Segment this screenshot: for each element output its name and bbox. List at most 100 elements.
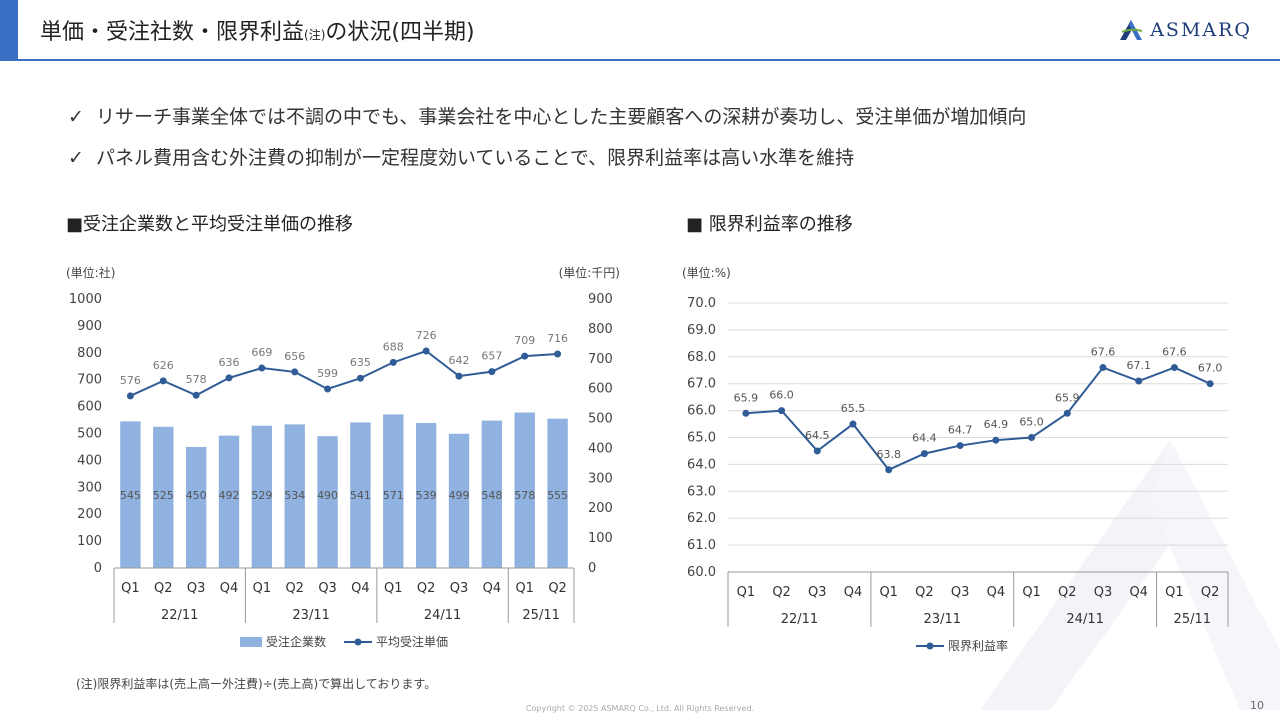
right-axis-tick: 800	[588, 322, 613, 337]
category-label: Q4	[844, 585, 863, 600]
bar	[317, 436, 338, 568]
price-value-label: 578	[186, 373, 207, 386]
header-accent-bar	[0, 0, 18, 60]
margin-value-label: 66.0	[769, 389, 794, 402]
category-label: Q1	[515, 581, 534, 596]
bar	[185, 446, 207, 568]
margin-point	[742, 409, 750, 417]
category-label: Q4	[351, 581, 370, 596]
price-point	[258, 364, 266, 372]
price-point	[291, 368, 299, 376]
right-axis-tick: 600	[588, 382, 613, 397]
group-label: 23/11	[292, 608, 329, 623]
left-axis-tick: 100	[77, 534, 102, 549]
bar-value-label: 529	[251, 489, 272, 502]
bar-value-label: 571	[383, 489, 404, 502]
margin-point	[1206, 380, 1214, 388]
margin-value-label: 64.4	[912, 432, 937, 445]
group-label: 24/11	[1066, 612, 1103, 627]
y-axis-tick: 63.0	[687, 484, 716, 499]
category-label: Q2	[285, 581, 304, 596]
group-label: 23/11	[924, 612, 961, 627]
category-label: Q1	[879, 585, 898, 600]
bar-value-label: 555	[547, 489, 568, 502]
left-axis-tick: 800	[77, 346, 102, 361]
right-axis-tick: 400	[588, 441, 613, 456]
bullet-list: ✓ リサーチ事業全体では不調の中でも、事業会社を中心とした主要顧客への深耕が奏功し…	[68, 102, 1026, 184]
header-underline	[0, 59, 1280, 61]
bullet-text: リサーチ事業全体では不調の中でも、事業会社を中心とした主要顧客への深耕が奏功し、…	[96, 106, 1027, 128]
price-point	[521, 352, 529, 360]
asmarq-logo: ASMARQ	[1118, 18, 1252, 42]
group-label: 24/11	[424, 608, 461, 623]
margin-point	[1028, 434, 1036, 441]
bar-value-label: 539	[416, 489, 437, 502]
price-value-label: 726	[416, 329, 437, 342]
category-label: Q3	[187, 581, 206, 596]
orders-price-chart: (単位:社) (単位:千円) 0 100 200 300 400 500 600 700 800 90…	[66, 265, 620, 649]
category-label: Q3	[951, 585, 970, 600]
page-title-main: 単価・受注社数・限界利益	[40, 20, 305, 45]
left-axis-tick: 0	[94, 561, 102, 576]
category-label: Q3	[450, 581, 469, 596]
category-label: Q1	[121, 581, 140, 596]
price-point	[422, 347, 430, 355]
category-label: Q2	[772, 585, 791, 600]
category-label: Q4	[483, 581, 502, 596]
y-axis-tick: 61.0	[687, 538, 716, 553]
bullet-item: ✓ リサーチ事業全体では不調の中でも、事業会社を中心とした主要顧客への深耕が奏功し…	[68, 102, 1026, 129]
category-label: Q2	[915, 585, 934, 600]
y-axis-tick: 60.0	[687, 565, 716, 580]
bar	[120, 421, 141, 568]
bar	[153, 426, 174, 568]
y-axis-unit: (単位:%)	[682, 265, 731, 280]
right-axis-tick: 500	[588, 412, 613, 427]
y-axis-tick: 68.0	[687, 350, 716, 365]
legend-line-marker	[926, 642, 934, 650]
bar	[547, 418, 568, 568]
bar	[448, 433, 470, 568]
check-icon: ✓	[68, 147, 84, 169]
price-point	[324, 385, 332, 393]
group-label: 25/11	[522, 608, 559, 623]
margin-value-label: 67.1	[1126, 359, 1151, 372]
bar	[383, 414, 404, 568]
bullet-text: パネル費用含む外注費の抑制が一定程度効いていることで、限界利益率は高い水準を維持	[96, 147, 855, 169]
bar	[481, 420, 503, 568]
category-label: Q1	[1022, 585, 1041, 600]
left-axis-unit: (単位:社)	[66, 265, 115, 280]
margin-series-line	[745, 366, 1211, 472]
right-axis-tick: 200	[588, 501, 613, 516]
legend-line-marker	[354, 638, 362, 646]
price-value-label: 657	[481, 350, 502, 363]
margin-value-label: 65.9	[1055, 391, 1080, 404]
bar	[251, 425, 273, 568]
margin-point	[920, 450, 928, 458]
margin-point	[1063, 409, 1071, 417]
category-label: Q1	[737, 585, 756, 600]
bar-value-label: 534	[284, 489, 305, 502]
right-axis-tick: 900	[588, 292, 613, 307]
margin-point	[813, 447, 821, 455]
bar-value-label: 525	[153, 489, 174, 502]
margin-value-label: 67.6	[1091, 346, 1116, 359]
margin-point	[1099, 364, 1107, 372]
category-label: Q3	[808, 585, 827, 600]
right-axis-tick: 0	[588, 561, 596, 576]
bar-value-label: 578	[514, 489, 535, 502]
margin-value-label: 64.7	[948, 424, 973, 437]
category-label: Q2	[417, 581, 436, 596]
page-title-tail: の状況(四半期)	[325, 20, 475, 45]
left-axis-tick: 600	[77, 400, 102, 415]
bar	[514, 412, 535, 568]
page-title: 単価・受注社数・限界利益(注)の状況(四半期)	[40, 14, 475, 46]
left-axis-tick: 200	[77, 507, 102, 522]
margin-point	[1170, 364, 1178, 372]
bar-value-label: 545	[120, 489, 141, 502]
category-label: Q2	[548, 581, 567, 596]
y-axis-tick: 69.0	[687, 323, 716, 338]
bar	[218, 435, 240, 568]
price-value-label: 599	[317, 367, 338, 380]
check-icon: ✓	[68, 106, 84, 128]
bar-value-label: 499	[449, 489, 470, 502]
